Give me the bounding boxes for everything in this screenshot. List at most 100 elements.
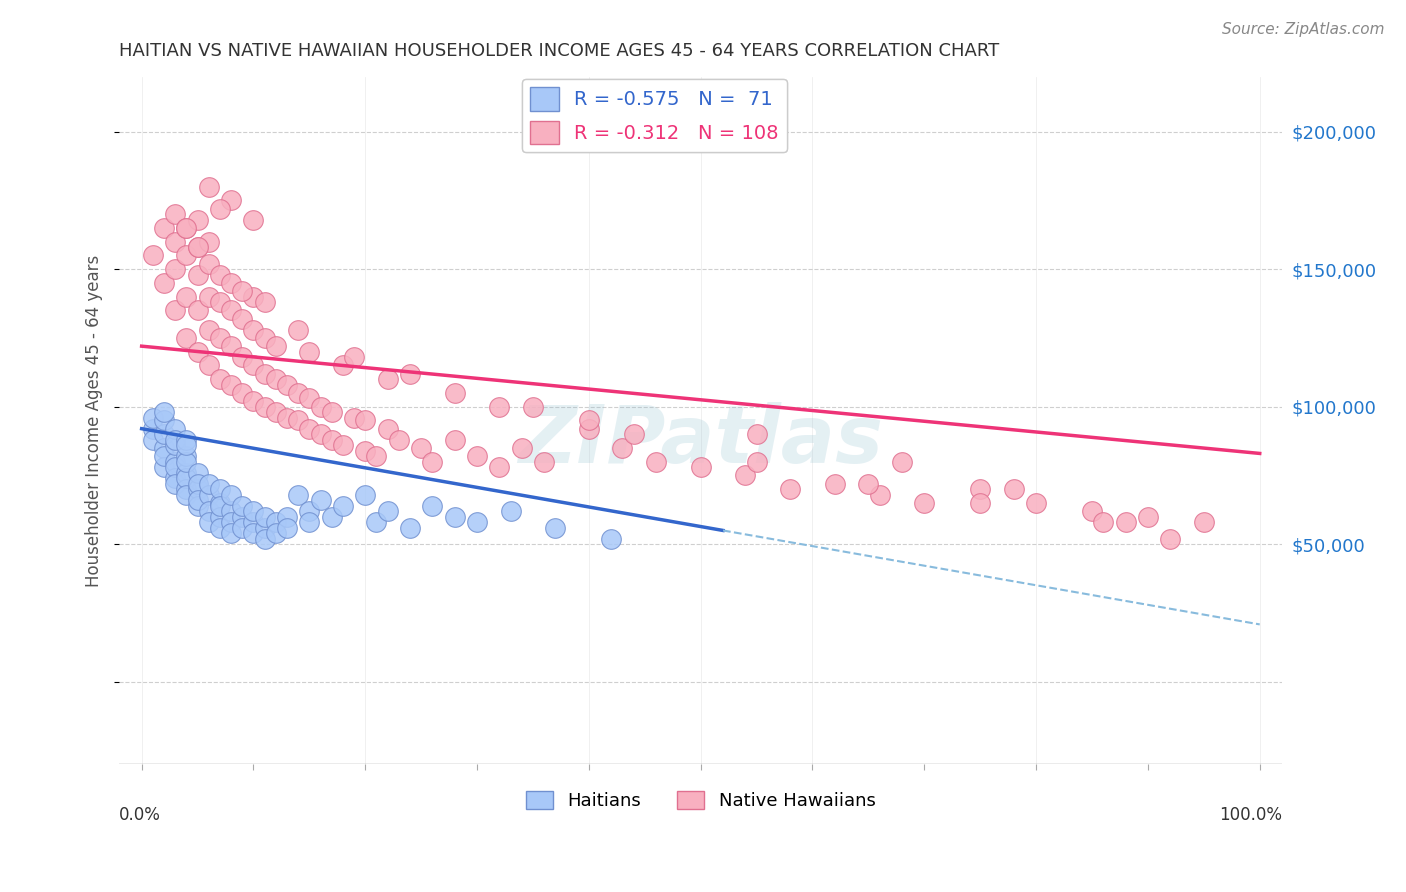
Point [153, 427, 176, 442]
Point [399, 367, 422, 381]
Point [231, 499, 253, 513]
Point [287, 488, 309, 502]
Point [969, 496, 991, 510]
Point [1092, 515, 1115, 529]
Point [1136, 509, 1159, 524]
Point [522, 400, 544, 414]
Point [298, 422, 321, 436]
Point [219, 377, 242, 392]
Point [186, 240, 208, 254]
Point [1081, 504, 1104, 518]
Point [264, 372, 287, 386]
Point [219, 303, 242, 318]
Point [186, 303, 208, 318]
Point [219, 488, 242, 502]
Point [142, 422, 165, 436]
Point [377, 372, 399, 386]
Point [332, 359, 354, 373]
Point [1002, 482, 1025, 496]
Point [208, 509, 231, 524]
Point [321, 405, 343, 419]
Point [208, 295, 231, 310]
Point [869, 488, 891, 502]
Point [208, 202, 231, 216]
Point [309, 427, 332, 442]
Point [153, 276, 176, 290]
Point [165, 476, 187, 491]
Point [354, 488, 377, 502]
Point [377, 504, 399, 518]
Point [1025, 496, 1047, 510]
Point [231, 509, 253, 524]
Point [186, 240, 208, 254]
Point [208, 268, 231, 282]
Point [219, 504, 242, 518]
Point [242, 290, 264, 304]
Point [298, 392, 321, 406]
Point [197, 323, 219, 337]
Point [600, 532, 623, 546]
Point [165, 207, 187, 221]
Point [197, 235, 219, 249]
Point [264, 405, 287, 419]
Point [176, 482, 198, 496]
Point [197, 179, 219, 194]
Point [242, 323, 264, 337]
Point [219, 339, 242, 353]
Point [208, 496, 231, 510]
Point [276, 410, 298, 425]
Point [510, 441, 533, 455]
Point [287, 413, 309, 427]
Point [176, 220, 198, 235]
Point [242, 504, 264, 518]
Point [142, 410, 165, 425]
Point [142, 248, 165, 262]
Point [165, 262, 187, 277]
Point [578, 413, 600, 427]
Point [264, 339, 287, 353]
Point [208, 372, 231, 386]
Point [165, 438, 187, 452]
Point [287, 385, 309, 400]
Point [420, 455, 443, 469]
Point [176, 455, 198, 469]
Point [276, 377, 298, 392]
Point [298, 515, 321, 529]
Point [443, 385, 465, 400]
Point [264, 515, 287, 529]
Point [197, 290, 219, 304]
Point [1159, 532, 1181, 546]
Point [176, 438, 198, 452]
Point [890, 455, 912, 469]
Text: ZIPatlas: ZIPatlas [519, 402, 883, 480]
Point [824, 476, 846, 491]
Point [745, 427, 768, 442]
Point [645, 455, 668, 469]
Text: HAITIAN VS NATIVE HAWAIIAN HOUSEHOLDER INCOME AGES 45 - 64 YEARS CORRELATION CHA: HAITIAN VS NATIVE HAWAIIAN HOUSEHOLDER I… [120, 42, 1000, 60]
Point [176, 449, 198, 463]
Point [321, 433, 343, 447]
Point [186, 212, 208, 227]
Text: 0.0%: 0.0% [120, 805, 162, 823]
Point [153, 405, 176, 419]
Point [734, 468, 756, 483]
Point [219, 276, 242, 290]
Point [186, 493, 208, 508]
Point [197, 504, 219, 518]
Point [332, 499, 354, 513]
Point [231, 350, 253, 364]
Point [488, 460, 510, 475]
Point [779, 482, 801, 496]
Point [443, 433, 465, 447]
Point [176, 471, 198, 485]
Point [533, 455, 555, 469]
Point [366, 515, 388, 529]
Point [858, 476, 880, 491]
Point [242, 515, 264, 529]
Point [142, 433, 165, 447]
Point [219, 194, 242, 208]
Point [231, 385, 253, 400]
Point [253, 400, 276, 414]
Point [176, 466, 198, 480]
Point [176, 220, 198, 235]
